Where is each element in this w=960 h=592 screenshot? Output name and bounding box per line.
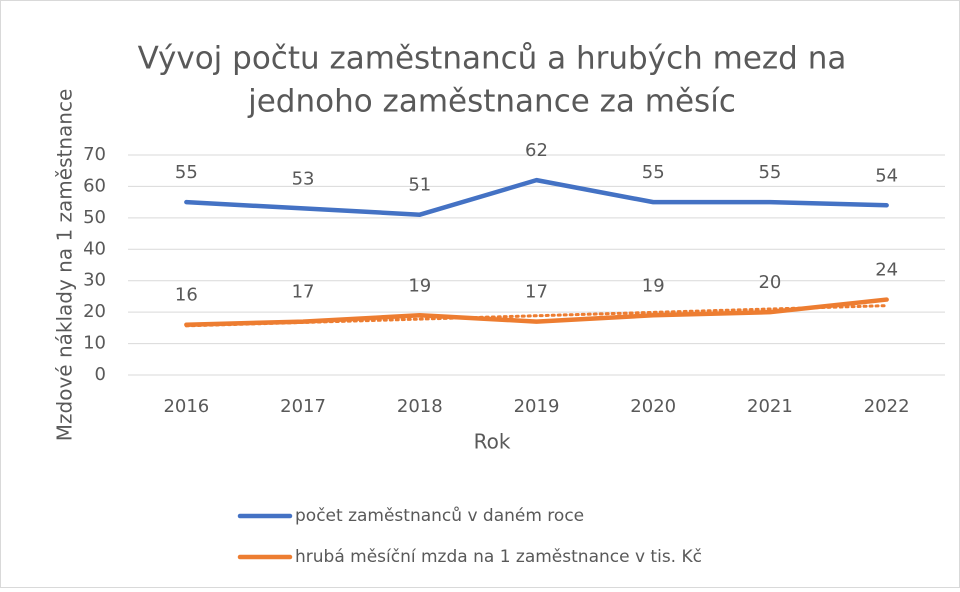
x-tick-label: 2017 xyxy=(280,396,326,417)
y-axis-label: Mzdové náklady na 1 zaměstnance xyxy=(53,89,77,441)
data-label: 19 xyxy=(408,275,431,296)
y-tick-label: 0 xyxy=(95,364,106,385)
data-label: 62 xyxy=(525,140,548,161)
data-label: 17 xyxy=(292,282,315,303)
chart-title: Vývoj počtu zaměstnanců a hrubých mezd n… xyxy=(138,41,847,77)
y-tick-label: 50 xyxy=(83,207,106,228)
legend-label: počet zaměstnanců v daném roce xyxy=(295,506,584,526)
y-tick-label: 20 xyxy=(83,301,106,322)
data-label: 20 xyxy=(758,272,781,293)
data-label: 16 xyxy=(175,285,198,306)
series-line xyxy=(184,297,889,327)
data-label: 53 xyxy=(292,168,315,189)
data-label: 54 xyxy=(875,165,898,186)
legend-label: hrubá měsíční mzda na 1 zaměstnance v ti… xyxy=(295,547,702,567)
x-tick-label: 2020 xyxy=(630,396,676,417)
y-tick-label: 10 xyxy=(83,333,106,354)
data-label: 19 xyxy=(642,275,665,296)
data-label: 55 xyxy=(758,162,781,183)
data-label: 51 xyxy=(408,175,431,196)
y-tick-label: 30 xyxy=(83,270,106,291)
x-tick-label: 2021 xyxy=(747,396,793,417)
data-label: 55 xyxy=(642,162,665,183)
y-tick-label: 70 xyxy=(83,144,106,165)
x-tick-label: 2018 xyxy=(397,396,443,417)
y-tick-label: 60 xyxy=(83,175,106,196)
y-tick-label: 40 xyxy=(83,238,106,259)
data-label: 24 xyxy=(875,260,898,281)
series-line xyxy=(184,177,889,217)
x-tick-label: 2019 xyxy=(514,396,560,417)
x-axis-label: Rok xyxy=(474,430,511,454)
chart-title: jednoho zaměstnance za měsíc xyxy=(247,84,736,120)
x-tick-label: 2016 xyxy=(163,396,209,417)
data-label: 55 xyxy=(175,162,198,183)
data-label: 17 xyxy=(525,282,548,303)
x-tick-label: 2022 xyxy=(864,396,910,417)
